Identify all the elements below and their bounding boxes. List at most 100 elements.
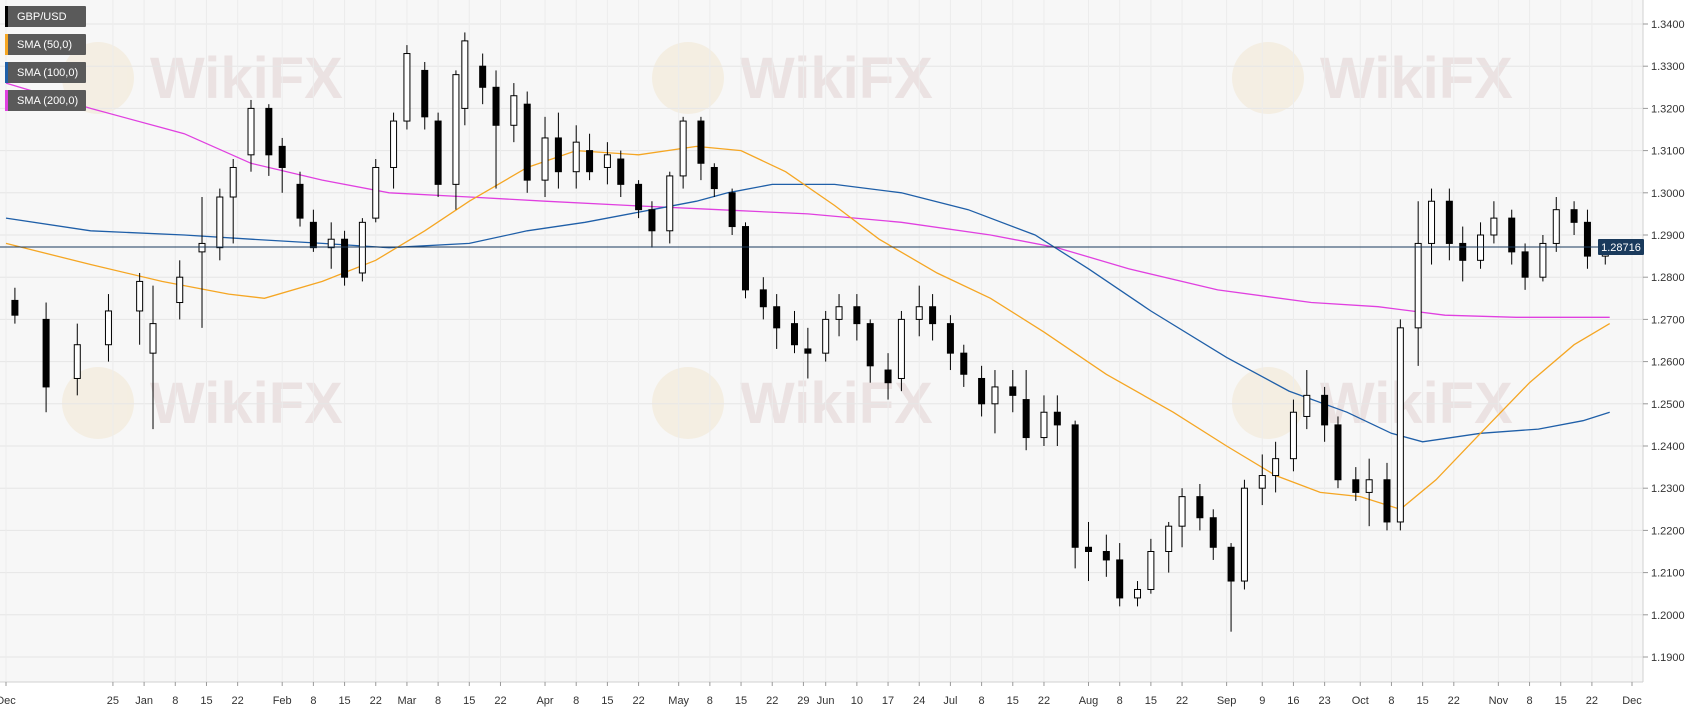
candle[interactable]: [790, 310, 798, 354]
legend-item-gbpusd[interactable]: GBP/USD: [5, 6, 87, 27]
candle[interactable]: [1490, 201, 1498, 244]
candle[interactable]: [741, 222, 749, 299]
candle[interactable]: [1459, 226, 1467, 282]
candle[interactable]: [73, 323, 81, 396]
candle[interactable]: [421, 61, 429, 130]
candle[interactable]: [822, 310, 830, 362]
candle[interactable]: [104, 294, 112, 362]
candle[interactable]: [1116, 543, 1124, 607]
candle[interactable]: [1334, 416, 1342, 489]
candle[interactable]: [853, 294, 861, 341]
candle[interactable]: [149, 285, 157, 430]
candle[interactable]: [1521, 243, 1529, 290]
candle[interactable]: [572, 125, 580, 189]
candle[interactable]: [358, 218, 366, 282]
candle[interactable]: [1209, 509, 1217, 560]
candle[interactable]: [666, 171, 674, 244]
candle[interactable]: [1303, 370, 1311, 430]
candle[interactable]: [648, 201, 656, 248]
candle[interactable]: [1383, 462, 1391, 531]
candle[interactable]: [1272, 441, 1280, 493]
candle[interactable]: [492, 70, 500, 189]
candle[interactable]: [452, 70, 460, 210]
candle[interactable]: [1147, 538, 1155, 594]
candle[interactable]: [278, 137, 286, 193]
candle[interactable]: [403, 45, 411, 130]
candle[interactable]: [11, 287, 19, 324]
candle[interactable]: [884, 353, 892, 400]
candle[interactable]: [1227, 543, 1235, 632]
candle[interactable]: [136, 272, 144, 345]
candle[interactable]: [603, 142, 611, 185]
candle[interactable]: [1352, 467, 1360, 501]
candle[interactable]: [523, 91, 531, 193]
candle[interactable]: [586, 133, 594, 181]
candle[interactable]: [1053, 395, 1061, 446]
legend-item-sma200[interactable]: SMA (200,0): [5, 90, 87, 111]
candle[interactable]: [1102, 534, 1110, 577]
candle[interactable]: [1009, 370, 1017, 413]
candle[interactable]: [1196, 483, 1204, 531]
candle[interactable]: [759, 277, 767, 320]
candle[interactable]: [1365, 458, 1373, 527]
candle[interactable]: [1165, 521, 1173, 573]
candle[interactable]: [1445, 188, 1453, 261]
candle[interactable]: [978, 365, 986, 417]
candle[interactable]: [617, 150, 625, 198]
candle[interactable]: [1396, 319, 1404, 531]
candle[interactable]: [176, 260, 184, 320]
candle[interactable]: [216, 188, 224, 261]
candle[interactable]: [341, 230, 349, 286]
candle[interactable]: [42, 302, 50, 413]
candle[interactable]: [915, 285, 923, 337]
candle[interactable]: [1022, 370, 1030, 451]
candle[interactable]: [710, 163, 718, 198]
candle[interactable]: [1321, 386, 1329, 442]
candle[interactable]: [296, 171, 304, 227]
candle[interactable]: [372, 159, 380, 223]
candle[interactable]: [1477, 222, 1485, 269]
candle[interactable]: [1040, 395, 1048, 446]
candle[interactable]: [1570, 201, 1578, 235]
candle[interactable]: [897, 310, 905, 392]
candle[interactable]: [390, 112, 398, 189]
candle[interactable]: [1552, 197, 1560, 252]
candle[interactable]: [929, 294, 937, 341]
candle[interactable]: [1258, 454, 1266, 506]
candle[interactable]: [960, 344, 968, 387]
candle[interactable]: [479, 53, 487, 105]
candle[interactable]: [835, 294, 843, 337]
candle[interactable]: [697, 116, 705, 181]
candle[interactable]: [434, 112, 442, 198]
candle[interactable]: [1240, 479, 1248, 590]
candle[interactable]: [198, 197, 206, 328]
candle[interactable]: [327, 222, 335, 269]
candle[interactable]: [247, 99, 255, 172]
legend-item-sma50[interactable]: SMA (50,0): [5, 34, 87, 55]
candle[interactable]: [229, 159, 237, 244]
candle[interactable]: [1085, 521, 1093, 582]
candle[interactable]: [461, 32, 469, 126]
candle[interactable]: [773, 294, 781, 349]
candle[interactable]: [541, 116, 549, 198]
candle[interactable]: [991, 370, 999, 434]
candle[interactable]: [679, 116, 687, 189]
candle[interactable]: [1289, 399, 1297, 472]
candle[interactable]: [1539, 235, 1547, 282]
candle[interactable]: [1414, 201, 1422, 366]
candle[interactable]: [1508, 209, 1516, 265]
candle[interactable]: [946, 315, 954, 371]
candle[interactable]: [728, 188, 736, 235]
legend-item-sma100[interactable]: SMA (100,0): [5, 62, 87, 83]
candle[interactable]: [309, 209, 317, 252]
candle[interactable]: [265, 104, 273, 176]
candle[interactable]: [635, 180, 643, 219]
candle[interactable]: [1134, 581, 1142, 607]
candle[interactable]: [866, 319, 874, 383]
candle[interactable]: [1178, 488, 1186, 548]
candle[interactable]: [1071, 420, 1079, 569]
candle[interactable]: [554, 112, 562, 189]
candle[interactable]: [804, 327, 812, 379]
candle[interactable]: [1583, 209, 1591, 269]
